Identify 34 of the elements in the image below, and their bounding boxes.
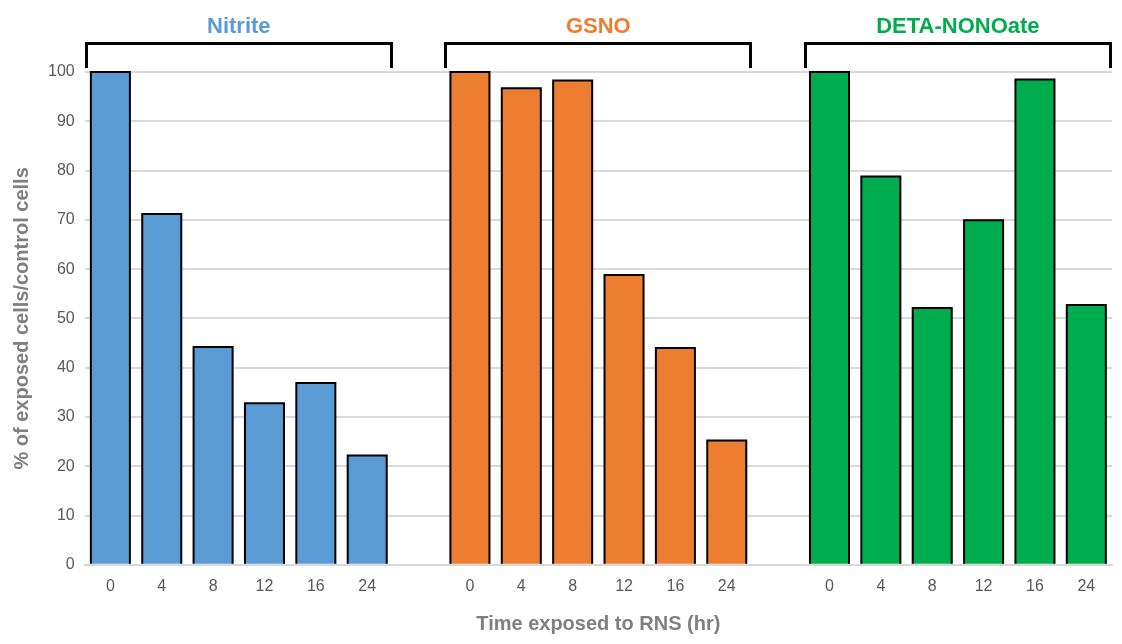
x-tick-label: 12 (255, 576, 274, 594)
y-tick-label: 10 (56, 505, 75, 523)
x-tick-label: 8 (568, 576, 578, 594)
y-tick-label: 30 (56, 407, 75, 425)
x-tick-label: 0 (465, 576, 475, 594)
x-axis-title: Time exposed to RNS (hr) (476, 611, 721, 634)
y-tick-label: 40 (56, 358, 75, 376)
y-tick-label: 90 (56, 111, 75, 129)
y-axis-title: % of exposed cells/control cells (9, 167, 32, 470)
x-tick-label: 4 (516, 576, 526, 594)
x-tick-label: 24 (358, 576, 377, 594)
x-tick-label: 4 (876, 576, 886, 594)
x-tick-label: 24 (717, 576, 736, 594)
x-tick-label: 8 (208, 576, 218, 594)
x-tick-label: 12 (615, 576, 634, 594)
y-tick-label: 80 (56, 160, 75, 178)
y-tick-label: 0 (65, 555, 75, 573)
y-tick-label: 70 (56, 210, 75, 228)
y-tick-label: 50 (56, 308, 75, 326)
series-label: GSNO (565, 13, 631, 39)
x-tick-label: 8 (927, 576, 937, 594)
y-tick-label: 100 (47, 62, 75, 80)
text: Nitrite (207, 13, 271, 39)
x-tick-label: 16 (1026, 576, 1044, 594)
x-tick-label: 24 (1077, 576, 1096, 594)
x-tick-label: 16 (306, 576, 325, 594)
x-tick-label: 4 (157, 576, 167, 594)
series-label: DETA-NONOate (876, 13, 1040, 39)
y-tick-label: 20 (56, 456, 75, 474)
x-tick-label: 0 (105, 576, 115, 594)
x-tick-label: 0 (825, 576, 835, 594)
y-tick-label: 60 (56, 259, 75, 277)
x-tick-label: 16 (666, 576, 685, 594)
x-tick-label: 12 (974, 576, 993, 594)
